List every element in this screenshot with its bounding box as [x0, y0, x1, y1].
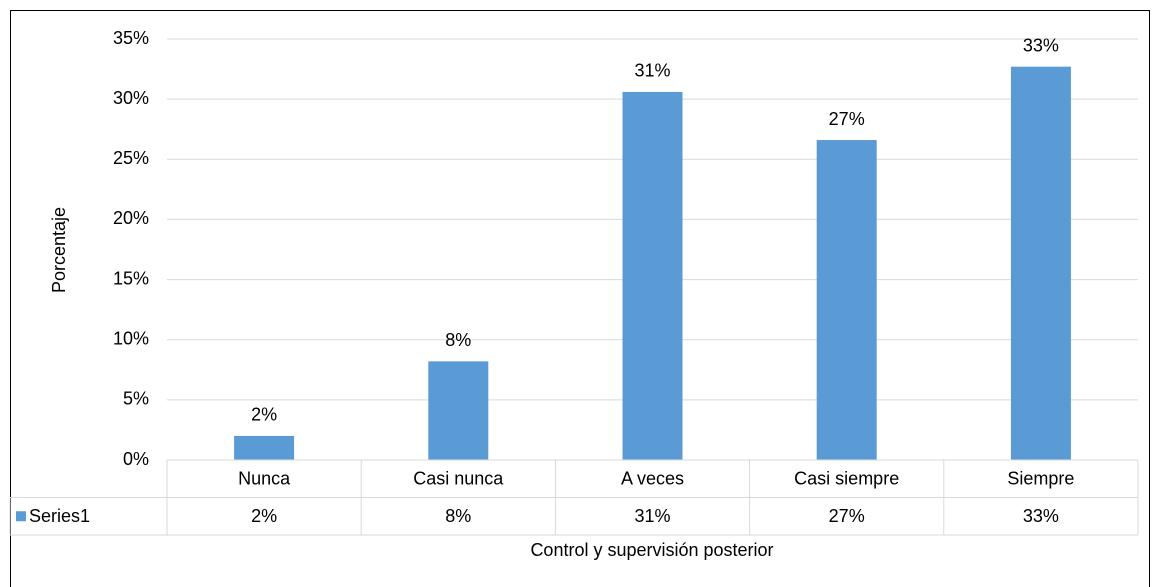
- bar: [1010, 66, 1071, 460]
- table-value: 2%: [251, 506, 277, 526]
- y-tick-label: 15%: [113, 268, 149, 288]
- legend-key: [16, 511, 26, 522]
- chart-frame: [10, 10, 1150, 587]
- x-tick-label: Siempre: [1007, 469, 1074, 489]
- data-label: 8%: [445, 330, 471, 350]
- x-tick-label: Casi nunca: [413, 469, 504, 489]
- y-axis-title: Porcentaje: [49, 207, 69, 293]
- x-tick-label: A veces: [621, 469, 684, 489]
- table-value: 31%: [634, 506, 670, 526]
- table-value: 8%: [445, 506, 471, 526]
- bar: [622, 91, 683, 460]
- x-tick-label: Nunca: [238, 469, 291, 489]
- x-axis-title: Control y supervisión posterior: [530, 540, 773, 560]
- legend-label: Series1: [29, 506, 90, 526]
- data-label: 31%: [634, 61, 670, 81]
- y-tick-label: 35%: [113, 28, 149, 48]
- data-label: 33%: [1023, 35, 1059, 55]
- y-tick-label: 30%: [113, 88, 149, 108]
- bar: [428, 361, 489, 460]
- bar: [234, 435, 295, 460]
- table-value: 27%: [829, 506, 865, 526]
- y-tick-label: 25%: [113, 148, 149, 168]
- y-tick-label: 0%: [123, 449, 149, 469]
- x-tick-label: Casi siempre: [794, 469, 899, 489]
- table-value: 33%: [1023, 506, 1059, 526]
- data-label: 2%: [251, 405, 277, 425]
- y-tick-label: 5%: [123, 389, 149, 409]
- y-tick-label: 10%: [113, 328, 149, 348]
- y-tick-label: 20%: [113, 208, 149, 228]
- data-label: 27%: [829, 109, 865, 129]
- bar: [816, 140, 877, 461]
